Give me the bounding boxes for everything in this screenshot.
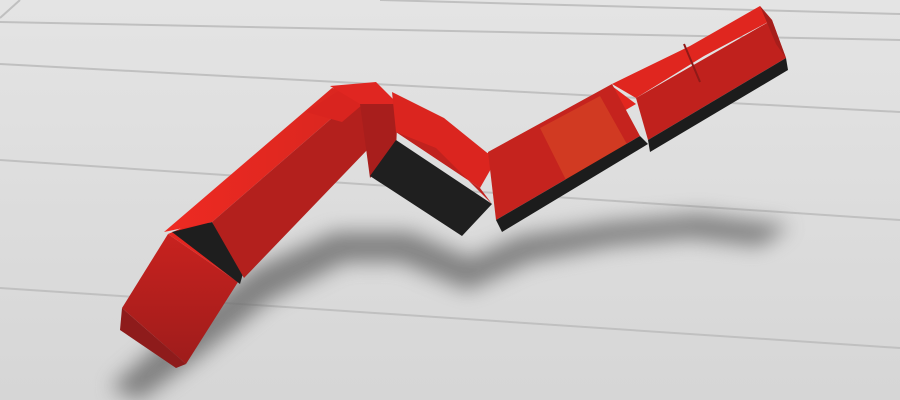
gridline [0,0,21,19]
segment-front-face [122,234,238,364]
gridline [379,0,900,15]
gridline [0,63,900,113]
segment-fold [172,222,244,284]
segment-front-face [636,20,786,140]
segment-top-face [612,6,772,98]
peak-front-face [360,104,398,178]
arrow-segment [486,84,648,232]
arrow-segment [612,6,788,152]
segment-top-face [392,92,496,188]
segment-front-face [212,92,396,278]
arrow-shadow [110,214,790,400]
segment-bottom-face [648,58,788,152]
segment-bottom-face [496,136,648,232]
segment-top-face [164,88,362,232]
arrow-peak [330,82,398,178]
peak-top-face [330,82,398,104]
segment-mid-facet [540,96,628,180]
segment-bottom-face [370,140,492,236]
arrow-segment [370,92,496,236]
segment-crease [683,43,701,83]
segment-side-face [120,308,186,368]
arrow-ribbon [120,6,788,368]
segment-end-face [760,6,786,58]
